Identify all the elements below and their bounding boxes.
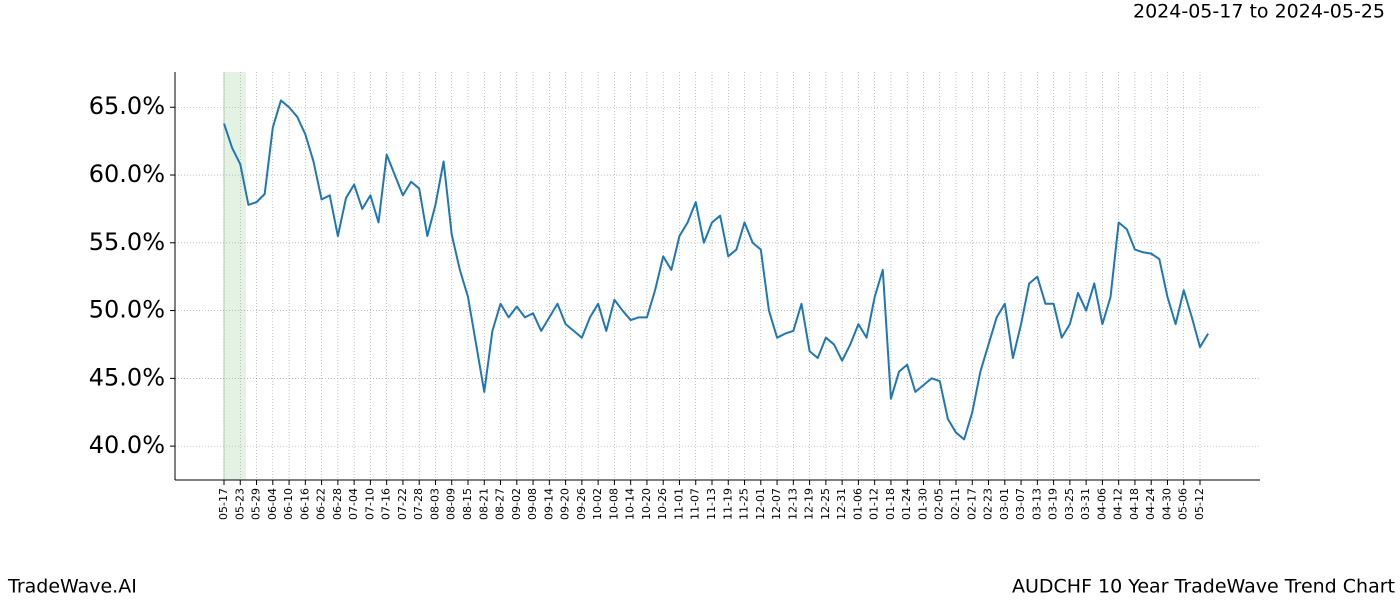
y-tick-label: 45.0% — [89, 363, 165, 391]
date-range: 2024-05-17 to 2024-05-25 — [1133, 1, 1385, 23]
x-tick-label: 09-26 — [575, 488, 588, 520]
x-tick-label: 02-11 — [949, 488, 962, 520]
x-tick-label: 06-04 — [266, 488, 279, 520]
x-tick-label: 03-25 — [1063, 488, 1076, 520]
caption: AUDCHF 10 Year TradeWave Trend Chart — [1012, 576, 1395, 598]
x-tick-label: 09-14 — [542, 488, 555, 520]
x-tick-label: 10-20 — [640, 488, 653, 520]
x-tick-label: 04-06 — [1095, 488, 1108, 520]
x-tick-label: 04-18 — [1128, 488, 1141, 520]
x-tick-label: 05-17 — [217, 488, 230, 520]
x-tick-label: 12-19 — [803, 488, 816, 520]
x-tick-label: 05-23 — [233, 488, 246, 520]
x-tick-label: 08-21 — [477, 488, 490, 520]
x-tick-label: 12-01 — [754, 488, 767, 520]
x-tick-label: 12-25 — [819, 488, 832, 520]
y-tick-label: 60.0% — [89, 160, 165, 188]
x-tick-label: 08-27 — [494, 488, 507, 520]
brand: TradeWave.AI — [7, 576, 137, 598]
x-tick-label: 06-16 — [298, 488, 311, 520]
x-tick-label: 09-20 — [559, 488, 572, 520]
x-tick-label: 01-18 — [884, 488, 897, 520]
x-tick-label: 08-15 — [461, 488, 474, 520]
x-tick-label: 07-28 — [412, 488, 425, 520]
y-tick-label: 65.0% — [89, 92, 165, 120]
x-tick-label: 10-26 — [656, 488, 669, 520]
x-tick-label: 07-10 — [363, 488, 376, 520]
x-tick-label: 03-19 — [1047, 488, 1060, 520]
x-tick-label: 01-12 — [868, 488, 881, 520]
x-tick-label: 09-02 — [510, 488, 523, 520]
x-tick-label: 04-12 — [1112, 488, 1125, 520]
x-tick-label: 01-06 — [851, 488, 864, 520]
x-tick-label: 10-08 — [607, 488, 620, 520]
x-tick-label: 12-13 — [786, 488, 799, 520]
x-tick-label: 01-30 — [916, 488, 929, 520]
x-tick-label: 11-25 — [738, 488, 751, 520]
x-tick-label: 02-23 — [982, 488, 995, 520]
x-tick-label: 11-01 — [672, 488, 685, 520]
x-tick-label: 03-01 — [998, 488, 1011, 520]
x-tick-label: 06-22 — [315, 488, 328, 520]
x-tick-label: 05-12 — [1193, 488, 1206, 520]
x-tick-label: 10-02 — [591, 488, 604, 520]
x-tick-label: 06-10 — [282, 488, 295, 520]
x-tick-label: 11-07 — [689, 488, 702, 520]
x-tick-label: 09-08 — [526, 488, 539, 520]
x-tick-label: 02-17 — [965, 488, 978, 520]
x-tick-label: 05-29 — [250, 488, 263, 520]
x-tick-label: 06-28 — [331, 488, 344, 520]
plot-area: 40.0% 45.0% 50.0% 55.0% 60.0% 65.0% 05-17 05-23… — [89, 72, 1260, 520]
x-tick-label: 03-07 — [1014, 488, 1027, 520]
y-tick-label: 50.0% — [89, 296, 165, 324]
x-tick-label: 12-07 — [770, 488, 783, 520]
x-tick-label: 08-09 — [445, 488, 458, 520]
x-tick-label: 04-24 — [1144, 488, 1157, 520]
x-tick-label: 12-31 — [835, 488, 848, 520]
x-tick-label: 04-30 — [1160, 488, 1173, 520]
x-tick-label: 11-13 — [705, 488, 718, 520]
x-tick-label: 03-13 — [1030, 488, 1043, 520]
x-tick-label: 10-14 — [624, 488, 637, 520]
x-tick-label: 02-05 — [933, 488, 946, 520]
x-tick-label: 11-19 — [721, 488, 734, 520]
x-tick-label: 05-06 — [1177, 488, 1190, 520]
y-tick-label: 55.0% — [89, 228, 165, 256]
x-tick-label: 07-22 — [396, 488, 409, 520]
x-tick-label: 03-31 — [1079, 488, 1092, 520]
y-tick-label: 40.0% — [89, 431, 165, 459]
x-tick-label: 08-03 — [428, 488, 441, 520]
x-tick-label: 07-16 — [380, 488, 393, 520]
x-tick-label: 07-04 — [347, 488, 360, 520]
series-line — [223, 99, 1209, 441]
x-tick-label: 01-24 — [900, 488, 913, 520]
